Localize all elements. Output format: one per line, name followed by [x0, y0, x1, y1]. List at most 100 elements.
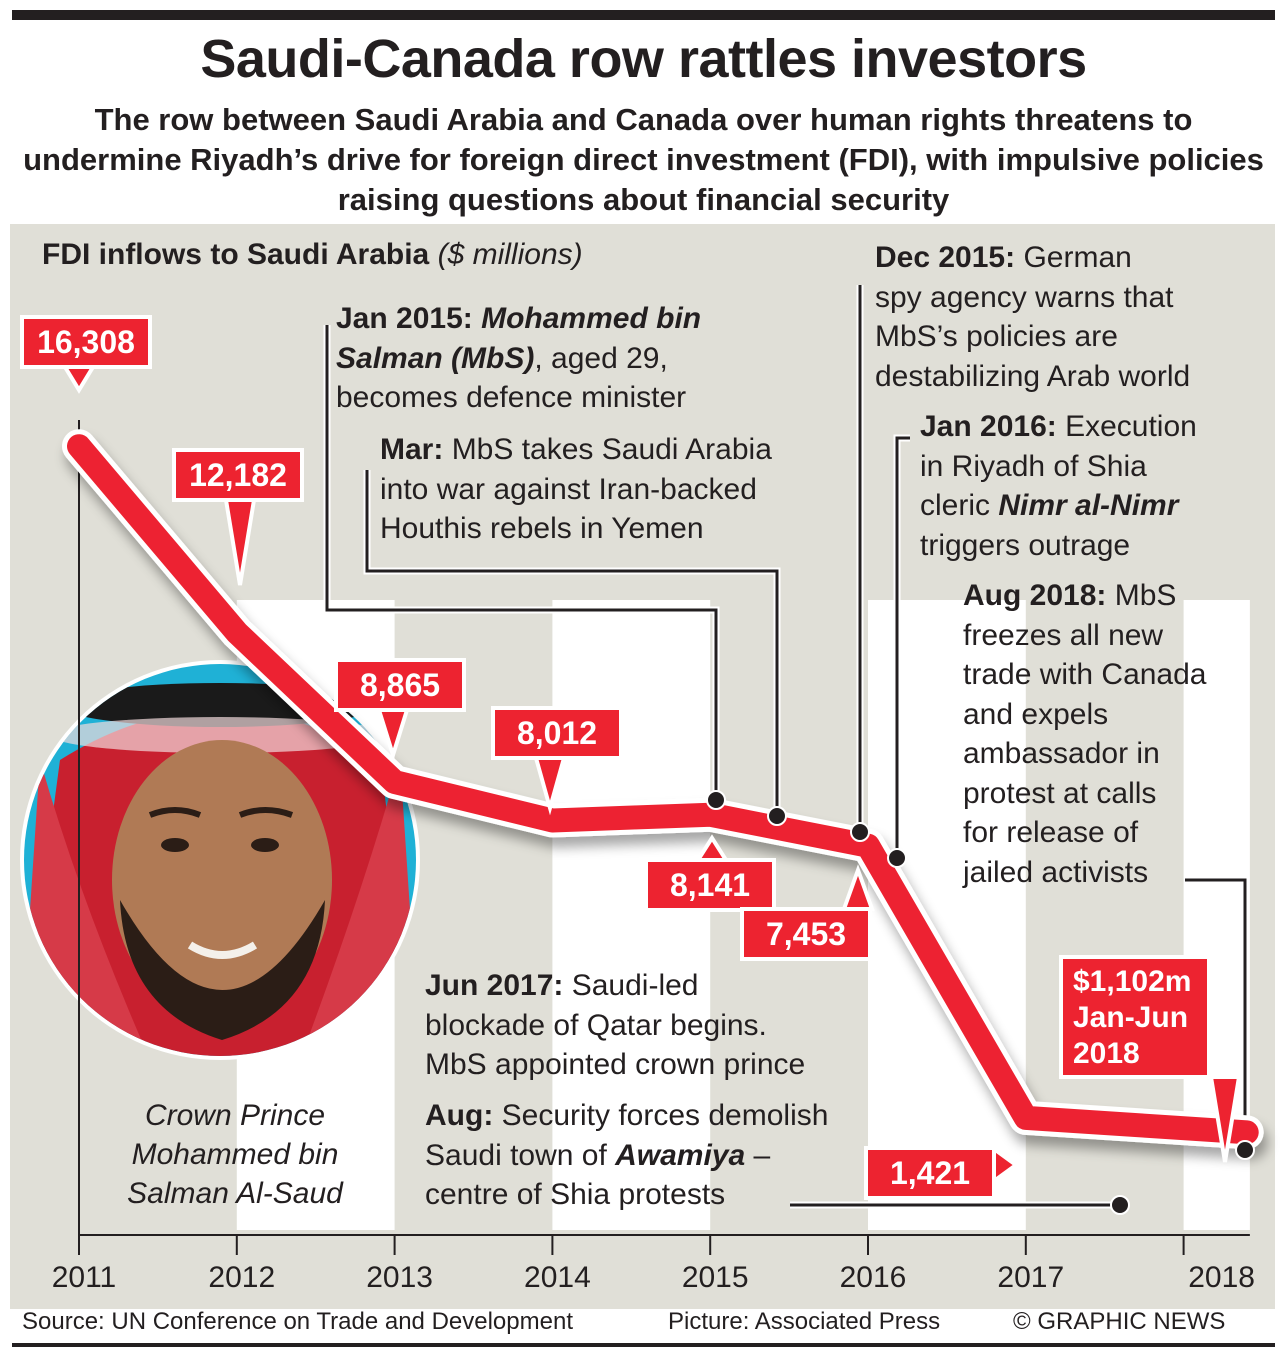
- leader-jan-2015: [325, 325, 718, 800]
- annotation-text: ambassador in: [963, 737, 1160, 770]
- label-pointer: [841, 864, 875, 911]
- label-pointer: [992, 1145, 1020, 1185]
- annotation-text: triggers outrage: [920, 528, 1131, 562]
- annotation-line: protest at calls: [963, 774, 1207, 814]
- annotation-date: Aug:: [425, 1099, 502, 1132]
- annotation-line: Aug 2018: MbS: [963, 576, 1207, 616]
- annotation-text: German: [1023, 241, 1132, 274]
- source-credit: Source: UN Conference on Trade and Devel…: [22, 1308, 573, 1335]
- data-label-text: 16,308: [37, 324, 135, 360]
- annotation-text: MbS appointed crown prince: [425, 1048, 806, 1081]
- label-fill: [495, 710, 619, 756]
- annotation-text: Execution: [1065, 410, 1197, 443]
- annotation-date: Dec 2015:: [875, 241, 1024, 274]
- data-label-2017: 1,421: [864, 1145, 1020, 1200]
- label-pointer: [223, 498, 257, 586]
- annotation-aug-2018: Aug 2018: MbS freezes all new trade with C…: [963, 576, 1207, 892]
- annotation-line: spy agency warns that: [875, 278, 1190, 318]
- annotation-text: freezes all new: [963, 618, 1164, 652]
- label-fill: [648, 862, 772, 908]
- chart-title: FDI inflows to Saudi Arabia: [42, 238, 430, 271]
- data-labels: 16,308 12,182 8,865 8,012 8,141 7,453 1,421 $1,…: [20, 315, 1242, 1200]
- x-tick-label: 2017: [997, 1261, 1064, 1294]
- x-tick-label: 2012: [208, 1261, 275, 1294]
- annotation-jan-2015: Jan 2015: Mohammed bin Salman (MbS), aged…: [336, 299, 701, 418]
- annotation-dot: [1235, 1140, 1255, 1160]
- data-label-text: 1,421: [890, 1155, 970, 1191]
- annotation-line: triggers outrage: [920, 526, 1197, 566]
- annotation-line: destabilizing Arab world: [875, 357, 1190, 397]
- data-label-text: 7,453: [766, 916, 846, 952]
- annotation-text: trade with Canada: [963, 658, 1207, 691]
- label-pointer: [61, 365, 97, 394]
- page-title: Saudi-Canada row rattles investors: [200, 29, 1087, 89]
- annotation-leaders: [323, 285, 1249, 1209]
- annotation-text: MbS’s policies are: [875, 320, 1118, 353]
- data-label-text: 8,012: [517, 715, 597, 751]
- annotation-dot: [887, 848, 907, 868]
- series-group: [62, 429, 1264, 1150]
- annotation-line: into war against Iran-backed: [380, 470, 772, 510]
- annotation-text: for release of: [963, 816, 1139, 849]
- label-fill: [744, 911, 868, 957]
- annotation-text: Saudi-led: [571, 969, 699, 1002]
- label-pointer: [1208, 1075, 1242, 1163]
- top-rule: [12, 10, 1275, 20]
- annotation-line: Jan 2016: Execution: [920, 407, 1197, 447]
- data-label-text: 2018: [1073, 1037, 1140, 1070]
- x-tick-label: 2013: [366, 1261, 433, 1294]
- copyright: © GRAPHIC NEWS: [1013, 1308, 1226, 1335]
- annotation-line: freezes all new: [963, 616, 1207, 656]
- annotation-text: jailed activists: [963, 855, 1149, 889]
- annotation-line: for release of: [963, 813, 1207, 853]
- annotation-line: Jan 2015: Mohammed bin: [336, 299, 701, 339]
- annotation-text: into war against Iran-backed: [380, 472, 757, 506]
- annotation-line: MbS appointed crown prince: [425, 1045, 805, 1085]
- leader-aug-2018: [1185, 878, 1247, 1150]
- annotation-date: Jan 2016:: [920, 410, 1066, 443]
- data-label-text: 12,182: [189, 457, 287, 493]
- data-label-2014: 8,012: [491, 706, 623, 816]
- leader-mar-2015: [365, 470, 779, 816]
- annotation-text: MbS: [1114, 579, 1177, 612]
- page-subtitle: The row between Saudi Arabia and Canada …: [23, 102, 1264, 217]
- data-label-text: 8,141: [670, 867, 750, 903]
- chart-unit: ($ millions): [437, 238, 583, 271]
- annotation-text: centre of Shia protests: [425, 1178, 726, 1211]
- annotation-text: spy agency warns that: [875, 280, 1174, 314]
- annotation-line: trade with Canada: [963, 655, 1207, 695]
- annotation-line: Salman (MbS), aged 29,: [336, 339, 701, 379]
- annotation-text: Saudi town of: [425, 1138, 616, 1172]
- annotation-text: Houthis rebels in Yemen: [380, 512, 704, 545]
- annotation-line: Houthis rebels in Yemen: [380, 509, 772, 549]
- annotation-dots: [706, 790, 1255, 1215]
- annotation-text: Salman (MbS): [336, 341, 535, 375]
- annotation-date: Aug 2018:: [963, 579, 1115, 612]
- data-label-2011: 16,308: [20, 315, 152, 394]
- x-axis: 2011 2012 2013 2014 2015 2016 2017 2018: [52, 420, 1255, 1294]
- label-fill: [338, 662, 462, 708]
- data-label-2015: 8,141: [644, 834, 776, 912]
- series-line: [67, 434, 1259, 1145]
- bottom-rule: [12, 1343, 1275, 1347]
- annotation-line: cleric Nimr al-Nimr: [920, 486, 1197, 526]
- annotation-line: Aug: Security forces demolish: [425, 1096, 828, 1136]
- caption-line: Mohammed bin: [131, 1138, 339, 1171]
- annotation-dot: [767, 806, 787, 826]
- annotation-text: , aged 29,: [534, 341, 668, 375]
- annotation-text: in Riyadh of Shia: [920, 449, 1147, 483]
- annotation-text: Mohammed bin: [481, 302, 702, 335]
- annotation-dec-2015: Dec 2015: German spy agency warns that MbS…: [875, 238, 1190, 396]
- label-fill: [868, 1150, 992, 1196]
- annotation-line: MbS’s policies are: [875, 317, 1190, 357]
- label-fill: [24, 319, 148, 365]
- data-label-text: $1,102m: [1073, 965, 1191, 998]
- annotation-text: Nimr al-Nimr: [998, 489, 1179, 522]
- annotation-jun-2017: Jun 2017: Saudi-led blockade of Qatar beg…: [425, 966, 805, 1085]
- annotation-text: destabilizing Arab world: [875, 359, 1191, 393]
- data-label-2012: 12,182: [172, 448, 304, 586]
- series-line: [62, 429, 1264, 1150]
- annotation-line: becomes defence minister: [336, 378, 701, 418]
- label-pointer: [533, 756, 567, 816]
